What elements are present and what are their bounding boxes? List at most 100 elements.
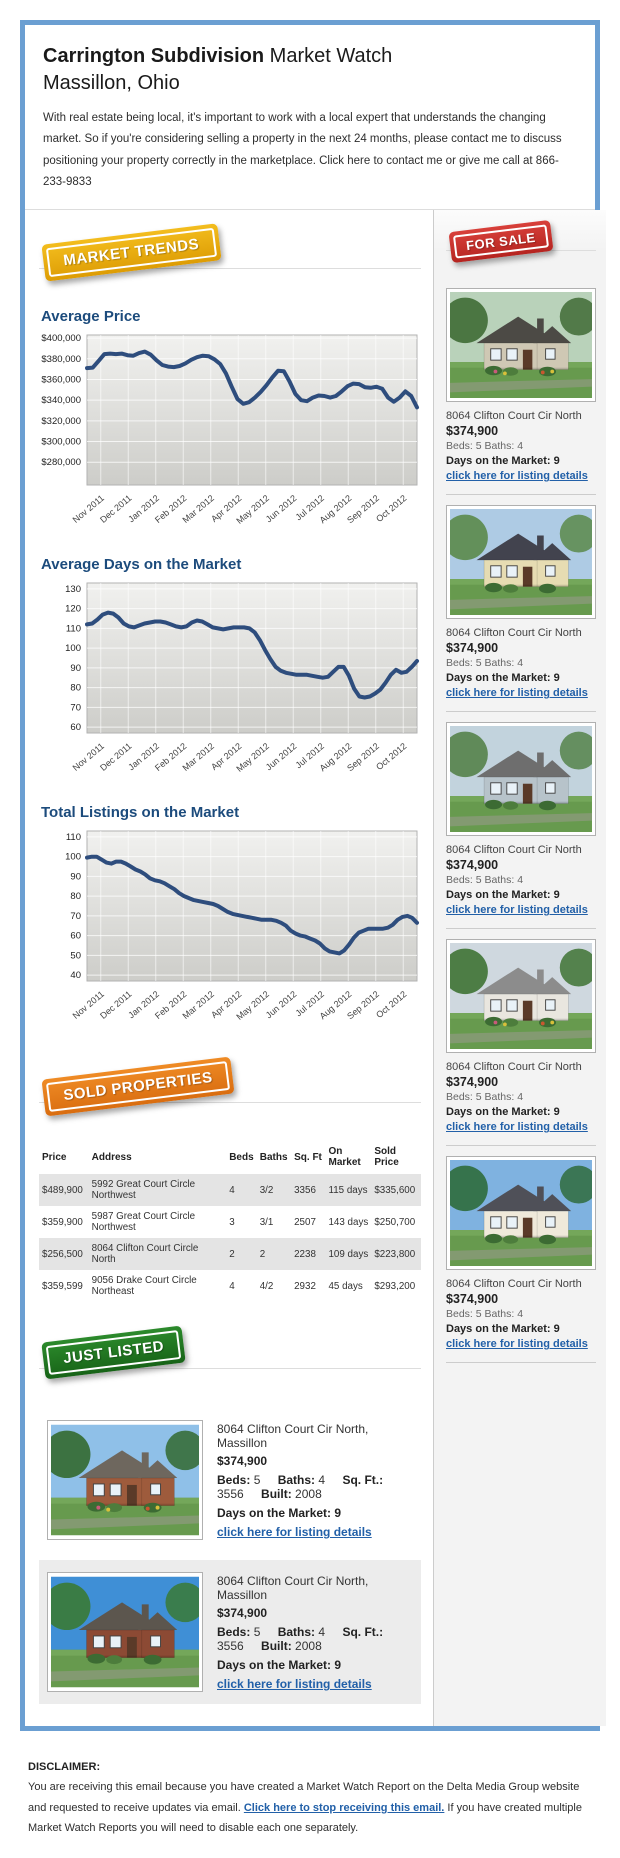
for-sale-sidebar: FOR SALE 8064 Clifton Court Cir North $3… [433, 210, 606, 1727]
sold-table-row: $256,500 8064 Clifton Court Circle North 2… [39, 1238, 421, 1271]
charts: Average Price $400,000 $380,000 $360,000 $34… [39, 308, 421, 1038]
report-name: Carrington Subdivision [43, 45, 265, 67]
sold-properties-badge: SOLD PROPERTIES [41, 1056, 235, 1117]
svg-text:$320,000: $320,000 [41, 416, 81, 427]
for-sale-badge: FOR SALE [448, 219, 554, 264]
sidebar-listing-card: 8064 Clifton Court Cir North $374,900 Be… [446, 712, 596, 930]
sold-table-cell: 4 [229, 1280, 235, 1292]
divider [39, 1102, 421, 1104]
svg-text:Jun 2012: Jun 2012 [264, 741, 299, 772]
svg-text:$340,000: $340,000 [41, 395, 81, 406]
sold-col-header: Beds [229, 1151, 254, 1163]
divider [39, 1368, 421, 1370]
listing-address: 8064 Clifton Court Cir North [446, 1278, 582, 1291]
listing-beds-baths: Beds: 5 Baths: 4 [446, 1091, 524, 1104]
listing-price: $374,900 [217, 1606, 268, 1621]
svg-text:80: 80 [70, 891, 81, 902]
svg-text:Oct 2012: Oct 2012 [374, 989, 408, 1020]
disclaimer: DISCLAIMER: You are receiving this email… [28, 1757, 592, 1838]
listing-address: 8064 Clifton Court Cir North [446, 627, 582, 640]
listing-address: 8064 Clifton Court Cir North [446, 844, 582, 857]
sold-table-cell: 109 days [325, 1238, 372, 1271]
sold-table-cell: 2238 [291, 1238, 326, 1271]
sold-col-header: On Market [328, 1146, 361, 1169]
sold-table-cell: 2932 [294, 1280, 316, 1292]
sold-properties-section-header: SOLD PROPERTIES [39, 1056, 421, 1120]
svg-text:$360,000: $360,000 [41, 375, 81, 386]
listing-photo[interactable] [47, 1572, 203, 1693]
listing-photo[interactable] [446, 288, 596, 403]
svg-text:$380,000: $380,000 [41, 354, 81, 365]
divider [39, 268, 421, 270]
listing-price: $374,900 [446, 1075, 499, 1090]
just-listed-item: 8064 Clifton Court Cir North, Massillon … [39, 1560, 421, 1705]
sidebar-listing-card: 8064 Clifton Court Cir North $374,900 Be… [446, 495, 596, 713]
listing-details-link[interactable]: click here for listing details [217, 1525, 372, 1540]
main-column: MARKET TRENDS Average Price $400,000 $380,… [25, 210, 433, 1727]
page-title: Carrington Subdivision Market Watch [43, 43, 577, 70]
listing-details-link[interactable]: click here for listing details [446, 1338, 588, 1351]
sold-table-cell: 4/2 [259, 1280, 274, 1292]
sold-table-row: $359,599 9056 Drake Court Circle Northeas… [39, 1270, 421, 1302]
email-container: Carrington Subdivision Market Watch Mass… [20, 20, 606, 1732]
listing-price: $374,900 [446, 641, 499, 656]
svg-text:40: 40 [70, 970, 81, 981]
market-trends-section-header: MARKET TRENDS [39, 223, 421, 286]
listing-photo[interactable] [446, 1156, 596, 1271]
svg-text:110: 110 [66, 623, 81, 634]
just-listed-items: 8064 Clifton Court Cir North, Massillon … [39, 1408, 421, 1705]
sold-table-cell: $489,900 [39, 1174, 89, 1207]
listing-address: 8064 Clifton Court Cir North, Massillon [217, 1422, 369, 1451]
for-sale-section-header: FOR SALE [446, 219, 596, 264]
line-chart: $400,000 $380,000 $360,000 $340,000 $320,000… [39, 331, 421, 542]
listing-photo[interactable] [446, 939, 596, 1054]
sold-table-row: $489,900 5992 Great Court Circle Northwes… [39, 1174, 421, 1207]
sold-table-cell: $250,700 [374, 1216, 416, 1228]
unsubscribe-link[interactable]: Click here to stop receiving this email. [243, 1801, 445, 1814]
sold-table-cell: $359,599 [42, 1280, 83, 1292]
svg-text:Jun 2012: Jun 2012 [264, 493, 299, 524]
intro-text: With real estate being local, it's impor… [43, 112, 562, 188]
sold-table-cell: 8064 Clifton Court Circle North [88, 1238, 227, 1271]
svg-text:Jun 2012: Jun 2012 [264, 989, 299, 1020]
sold-col-header: Address [91, 1151, 132, 1163]
sold-col-header: Sold Price [374, 1146, 399, 1169]
sold-col-header: Price [42, 1151, 67, 1163]
sold-table-cell: 2507 [294, 1216, 316, 1228]
listing-photo[interactable] [446, 722, 596, 837]
sold-table-cell: 45 days [328, 1280, 363, 1292]
listing-details-link[interactable]: click here for listing details [217, 1677, 372, 1692]
listing-days-on-market: Days on the Market: 9 [446, 1323, 560, 1336]
listing-details-link[interactable]: click here for listing details [446, 470, 588, 483]
svg-text:70: 70 [70, 702, 81, 713]
svg-text:Oct 2012: Oct 2012 [374, 741, 408, 772]
sidebar-listing-card: 8064 Clifton Court Cir North $374,900 Be… [446, 278, 596, 496]
listing-address: 8064 Clifton Court Cir North [446, 410, 582, 423]
listing-price: $374,900 [217, 1454, 268, 1469]
sold-table-cell: $335,600 [371, 1174, 421, 1207]
sold-table-cell: 3/2 [256, 1174, 292, 1207]
chart-title: Average Price [41, 308, 141, 326]
sidebar-listing-card: 8064 Clifton Court Cir North $374,900 Be… [446, 929, 596, 1147]
listing-days-on-market: Days on the Market: 9 [217, 1658, 342, 1673]
sold-table-cell: $293,200 [374, 1280, 416, 1292]
listing-price: $374,900 [446, 858, 499, 873]
svg-text:100: 100 [65, 852, 81, 863]
sold-table-cell: 3356 [291, 1174, 326, 1207]
sold-table-cell: 5992 Great Court Circle Northwest [88, 1174, 227, 1207]
listing-photo[interactable] [47, 1420, 203, 1541]
header: Carrington Subdivision Market Watch Mass… [25, 25, 595, 209]
listing-photo[interactable] [446, 505, 596, 620]
sold-table-row: $359,900 5987 Great Court Circle Northwes… [39, 1206, 421, 1238]
listing-address: 8064 Clifton Court Cir North, Massillon [217, 1574, 369, 1603]
listing-details-link[interactable]: click here for listing details [446, 687, 588, 700]
svg-text:90: 90 [70, 871, 81, 882]
line-chart: 130 120 110 100 90 80 70 60 Nov 2011 Dec 2011 Jan … [39, 579, 421, 790]
sold-table-header-row: Price Address Beds Baths Sq. Ft On Market Sold… [39, 1142, 421, 1174]
chart-title: Average Days on the Market [41, 556, 242, 574]
sold-table-cell: $223,800 [371, 1238, 421, 1271]
svg-text:80: 80 [70, 683, 81, 694]
listing-details-link[interactable]: click here for listing details [446, 1121, 588, 1134]
listing-details-link[interactable]: click here for listing details [446, 904, 588, 917]
svg-text:90: 90 [70, 663, 81, 674]
